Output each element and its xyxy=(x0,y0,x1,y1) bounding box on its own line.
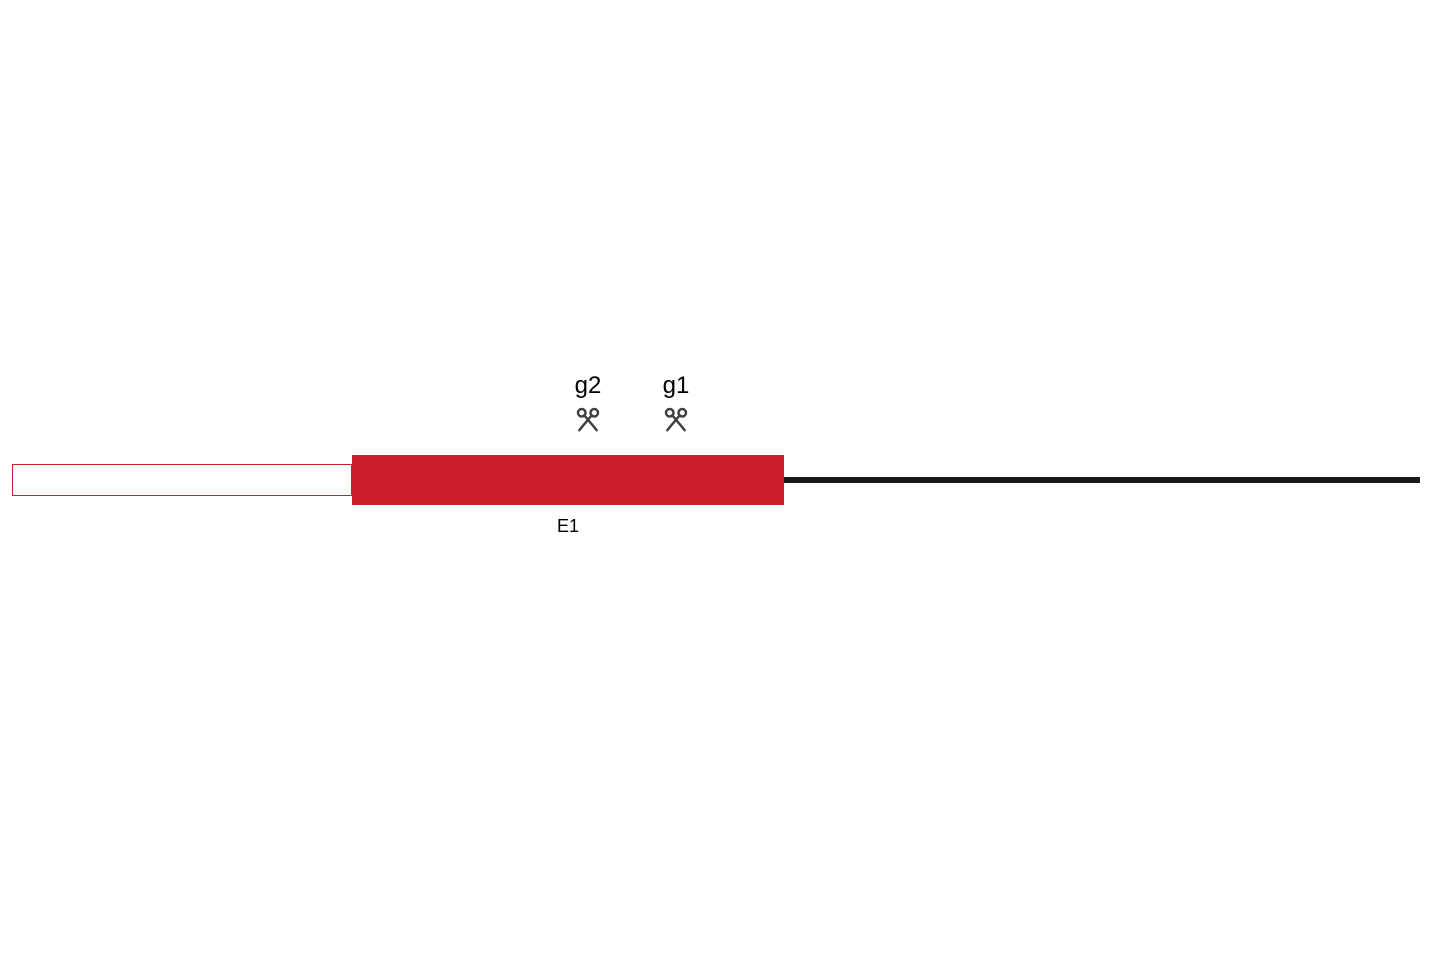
exon-cds-box xyxy=(352,455,784,505)
gene-diagram: E1 g2 g1 xyxy=(0,0,1440,960)
scissors-icon xyxy=(661,404,691,434)
scissors-icon xyxy=(573,404,603,434)
guide-g1-label: g1 xyxy=(663,372,690,400)
guide-g2-label: g2 xyxy=(575,372,602,400)
exon-label: E1 xyxy=(557,516,579,537)
exon-utr-box xyxy=(12,464,352,496)
